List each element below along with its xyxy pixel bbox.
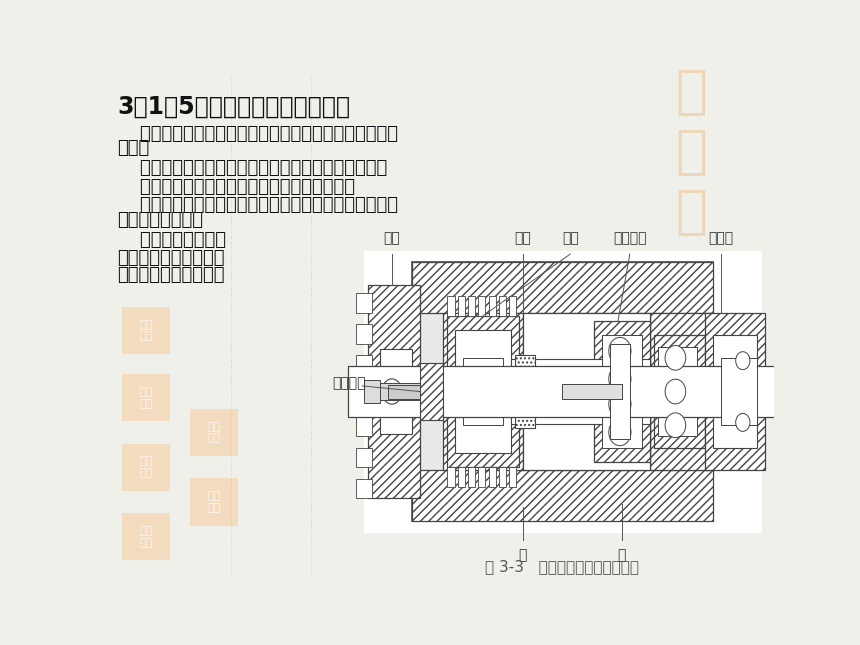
Bar (654, 335, 705, 448)
Bar (380, 383, 424, 400)
Bar (356, 355, 372, 375)
Bar (511, 359, 649, 424)
Bar (458, 467, 465, 487)
Text: 3．1．5机械传动系统的一般组成: 3．1．5机械传动系统的一般组成 (118, 95, 351, 119)
Bar (602, 335, 642, 448)
Bar (594, 321, 649, 462)
Text: 吉祥
如意: 吉祥 如意 (207, 491, 221, 513)
Bar (562, 384, 622, 399)
Text: 如键、联轴器等；: 如键、联轴器等； (118, 212, 204, 230)
Bar (356, 386, 372, 406)
Bar (380, 350, 412, 433)
Bar (499, 296, 506, 316)
Text: 提供密封的工作空间。: 提供密封的工作空间。 (118, 266, 225, 284)
Bar (488, 467, 495, 487)
Bar (364, 381, 380, 402)
Text: 传动零件，为传动零件: 传动零件，为传动零件 (118, 249, 225, 267)
Text: 传动类零件、支承类零件、联接类零件和箱体四大部分: 传动类零件、支承类零件、联接类零件和箱体四大部分 (118, 124, 398, 143)
Bar (368, 285, 420, 498)
Ellipse shape (735, 413, 750, 432)
Ellipse shape (609, 391, 631, 417)
Text: 支承类零件：支承传动零件，如轴和轴承等；: 支承类零件：支承传动零件，如轴和轴承等； (118, 178, 355, 195)
Bar (356, 448, 372, 467)
Text: 轴承盖: 轴承盖 (709, 232, 734, 246)
Bar (509, 296, 516, 316)
Ellipse shape (609, 419, 631, 446)
Ellipse shape (735, 352, 750, 370)
Text: 吉祥
如意: 吉祥 如意 (139, 457, 153, 478)
Text: 图 3-3   机械传动系统的一般组成: 图 3-3 机械传动系统的一般组成 (485, 559, 639, 574)
Bar (458, 296, 465, 316)
Text: 青
课
堂: 青 课 堂 (675, 66, 707, 238)
Text: 滚动轴承: 滚动轴承 (613, 232, 647, 246)
Bar (444, 313, 523, 470)
Text: 吉祥
如意: 吉祥 如意 (139, 526, 153, 548)
Bar (356, 417, 372, 437)
Ellipse shape (665, 413, 685, 437)
Bar (468, 467, 475, 487)
Bar (412, 263, 713, 313)
Text: 齿轮: 齿轮 (562, 232, 579, 246)
Bar (515, 355, 535, 428)
Text: 组成。: 组成。 (118, 139, 150, 157)
Bar (705, 313, 765, 470)
Text: 吉祥
如意: 吉祥 如意 (139, 320, 153, 341)
Bar (488, 296, 495, 316)
Bar (499, 467, 506, 487)
Text: 箱体：支承和固定: 箱体：支承和固定 (118, 232, 226, 250)
Polygon shape (388, 384, 420, 399)
Bar (658, 346, 697, 437)
Bar (190, 479, 238, 526)
Bar (468, 296, 475, 316)
Ellipse shape (665, 346, 685, 370)
Bar (356, 479, 372, 498)
Bar (509, 467, 516, 487)
Bar (464, 358, 503, 425)
Text: 联接类零件：将两个及两个以上零件联接成一个整体，: 联接类零件：将两个及两个以上零件联接成一个整体， (118, 195, 398, 213)
Bar (122, 374, 170, 421)
Bar (356, 293, 372, 313)
Text: 轴端挡圈: 轴端挡圈 (332, 376, 366, 390)
Text: 键: 键 (519, 549, 527, 562)
Bar (122, 513, 170, 561)
Bar (447, 467, 455, 487)
Bar (523, 313, 649, 470)
Bar (649, 313, 713, 470)
Bar (478, 296, 485, 316)
Text: 吉祥
如意: 吉祥 如意 (207, 422, 221, 443)
Bar (447, 296, 455, 316)
Text: 带轮: 带轮 (384, 232, 400, 246)
Bar (610, 344, 630, 439)
Bar (447, 316, 519, 467)
Bar (452, 324, 515, 459)
Bar (122, 444, 170, 491)
Bar (356, 324, 372, 344)
Bar (721, 358, 757, 425)
Bar (713, 335, 757, 448)
Ellipse shape (609, 366, 631, 392)
Bar (455, 330, 511, 453)
Bar (190, 409, 238, 456)
Bar (122, 307, 170, 354)
Bar (364, 252, 761, 532)
Text: 套筒: 套筒 (514, 232, 531, 246)
Bar (348, 366, 777, 417)
Bar (478, 467, 485, 487)
Text: 吉祥
如意: 吉祥 如意 (139, 387, 153, 408)
Bar (412, 470, 713, 521)
Bar (412, 263, 713, 521)
Ellipse shape (665, 379, 685, 404)
Text: 轴: 轴 (617, 549, 626, 562)
Text: 传动零件：传递运动和动力，如齿轮、带及带轮等；: 传动零件：传递运动和动力，如齿轮、带及带轮等； (118, 159, 388, 177)
Bar (420, 364, 444, 420)
Ellipse shape (609, 337, 631, 364)
Ellipse shape (382, 379, 402, 404)
